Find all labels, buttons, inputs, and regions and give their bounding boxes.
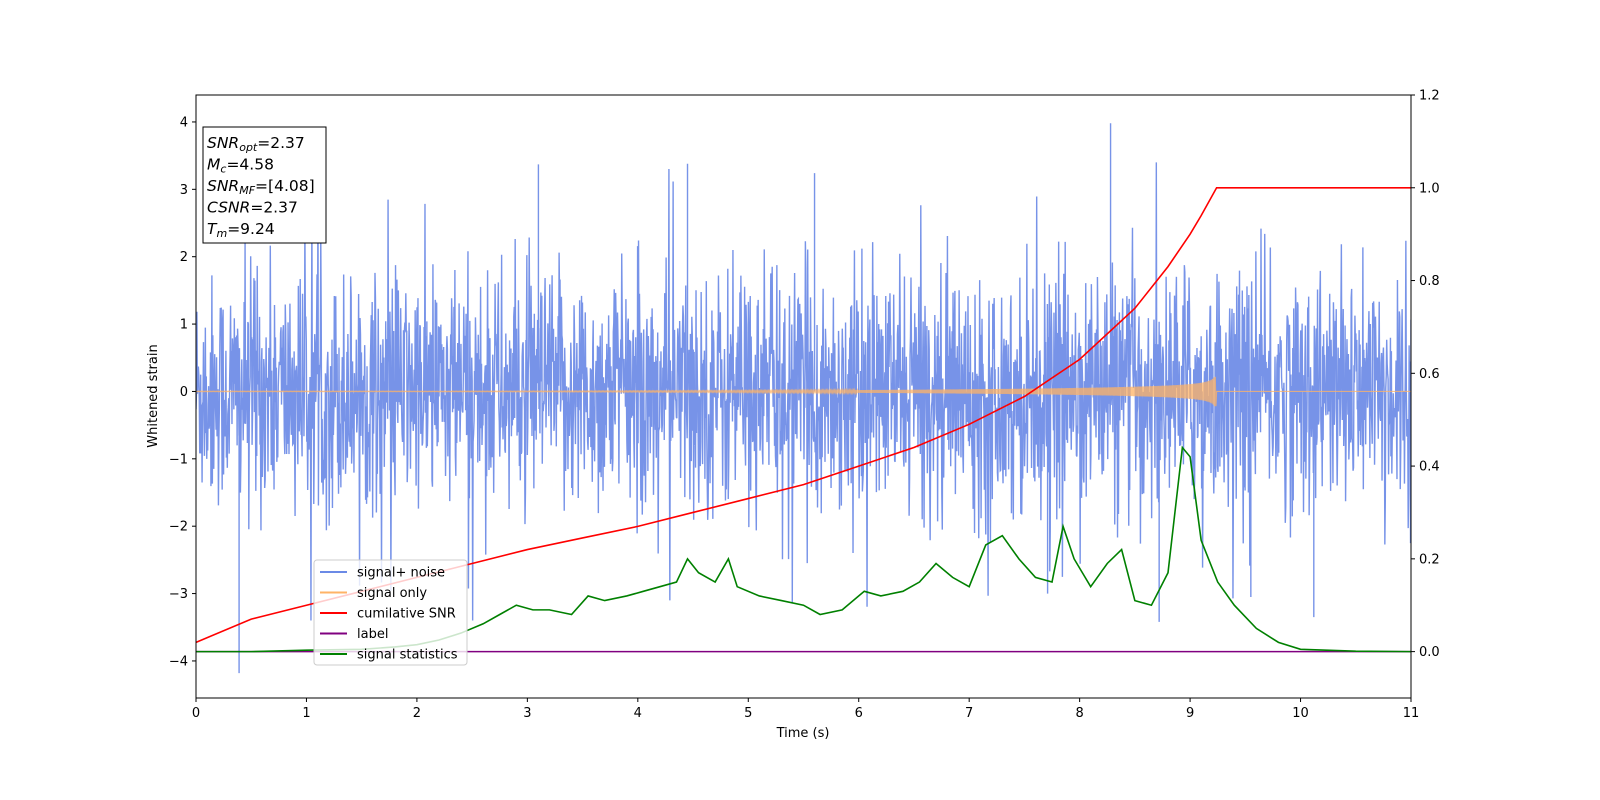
annotation-line: SNRMF=[4.08] [207,177,315,197]
y-tick-label: 2 [180,250,188,265]
x-tick-label: 11 [1403,706,1420,721]
y-tick-label: 1 [180,318,188,333]
x-tick-label: 3 [523,706,531,721]
y-tick-label: −4 [169,654,188,669]
series-signal-only [196,376,1411,407]
x-tick-label: 5 [744,706,752,721]
y2-tick-label: 1.2 [1419,89,1440,104]
x-tick-label: 0 [192,706,200,721]
plot-frame [195,94,1412,699]
y-tick-label: −2 [169,520,188,535]
y-tick-label: 0 [180,385,188,400]
legend-label: signal statistics [357,648,458,663]
y-axis-left: −4 −3 −2 −1 0 1 2 3 4 [169,115,196,669]
legend-label: cumilative SNR [357,607,456,622]
y2-tick-label: 0.6 [1419,367,1440,382]
x-axis-label: Time (s) [776,726,830,741]
annotation-line: Mc=4.58 [207,156,274,176]
series-signal-statistics [196,445,1411,653]
x-tick-label: 6 [855,706,863,721]
series-signal-plus-noise [196,123,1411,674]
legend-label: signal only [357,586,427,601]
x-axis: 0 1 2 3 4 5 6 7 8 9 10 11 [192,698,1419,721]
x-tick-label: 7 [965,706,973,721]
x-tick-label: 9 [1186,706,1194,721]
y2-tick-label: 0.2 [1419,552,1440,567]
legend: signal+ noise signal only cumilative SNR la… [313,559,468,666]
y-tick-label: −3 [169,587,188,602]
annotation-line: CSNR=2.37 [207,199,298,217]
y2-tick-label: 0.0 [1419,645,1440,660]
legend-frame [313,559,468,666]
y-tick-label: −1 [169,452,188,467]
y2-tick-label: 1.0 [1419,181,1440,196]
legend-label: signal+ noise [357,566,445,581]
y2-tick-label: 0.4 [1419,460,1440,475]
legend-label: label [357,627,388,642]
y-tick-label: 4 [180,115,188,130]
x-tick-label: 4 [634,706,642,721]
annotation-line: Tm=9.24 [207,220,275,240]
y2-tick-label: 0.8 [1419,274,1440,289]
annotation-line: SNRopt=2.37 [207,134,305,154]
x-tick-label: 2 [413,706,421,721]
x-tick-label: 1 [302,706,310,721]
x-tick-label: 10 [1292,706,1309,721]
y-axis-label: Whitened strain [146,344,161,447]
y-tick-label: 3 [180,183,188,198]
x-tick-label: 8 [1075,706,1083,721]
y-axis-right: 0.0 0.2 0.4 0.6 0.8 1.0 1.2 [1411,89,1440,660]
